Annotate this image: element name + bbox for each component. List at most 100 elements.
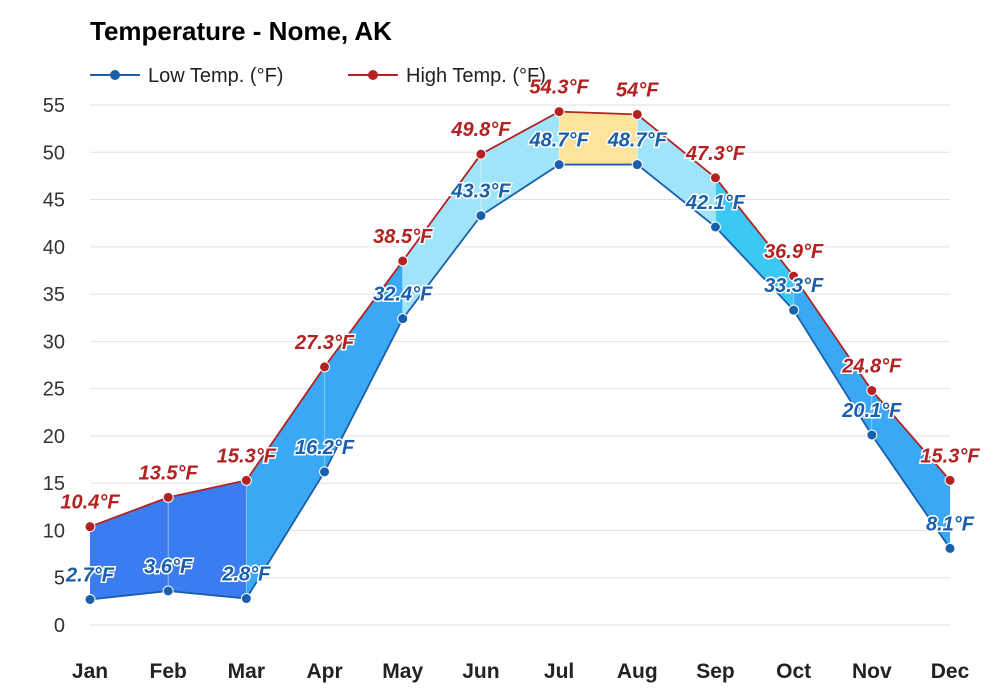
y-tick-label: 50 (43, 142, 65, 164)
x-tick-label: Feb (150, 660, 187, 683)
temperature-band (324, 261, 403, 472)
series-lines (89, 110, 951, 601)
high-temp-label: 36.9°F (764, 241, 824, 263)
temperature-band (559, 111, 638, 165)
high-temp-point[interactable] (240, 474, 252, 486)
y-axis: 0 5 10 15 20 25 30 35 40 45 50 55 (43, 95, 65, 637)
y-tick-label: 40 (43, 237, 65, 259)
low-temp-label: 8.1°F (926, 513, 975, 535)
y-tick-label: 15 (43, 473, 65, 495)
low-temp-point[interactable] (944, 542, 956, 554)
low-temp-point[interactable] (162, 585, 174, 597)
low-temp-point[interactable] (319, 466, 331, 478)
low-temp-label: 48.7°F (607, 130, 668, 152)
high-temp-label: 38.5°F (373, 226, 433, 248)
y-tick-label: 55 (43, 95, 65, 117)
temperature-band (90, 497, 169, 600)
high-temp-label: 13.5°F (139, 462, 199, 484)
low-temp-label: 48.7°F (529, 130, 590, 152)
y-tick-label: 45 (43, 190, 65, 212)
x-tick-label: Jun (462, 660, 499, 683)
x-tick-label: Dec (931, 660, 970, 683)
legend-low-marker (110, 70, 120, 80)
legend: Low Temp. (°F) High Temp. (°F) (90, 65, 546, 87)
high-temp-point[interactable] (553, 106, 565, 118)
temperature-band (793, 276, 872, 435)
low-temp-label: 2.8°F (221, 564, 271, 586)
low-temp-label: 33.3°F (764, 275, 824, 297)
y-tick-label: 0 (54, 615, 65, 637)
temperature-band (402, 154, 481, 319)
high-temp-label: 10.4°F (60, 492, 120, 514)
legend-low-label: Low Temp. (°F) (148, 65, 283, 87)
high-temp-point[interactable] (319, 361, 331, 373)
y-tick-label: 10 (43, 520, 65, 542)
high-temp-label: 27.3°F (294, 332, 355, 354)
y-tick-label: 30 (43, 331, 65, 353)
high-temp-point[interactable] (788, 270, 800, 282)
low-temp-label: 3.6°F (144, 556, 193, 578)
x-tick-label: May (382, 660, 423, 683)
low-temp-point[interactable] (475, 210, 487, 222)
x-tick-label: Aug (617, 660, 658, 683)
low-temp-point[interactable] (709, 221, 721, 233)
x-tick-label: Mar (228, 660, 265, 683)
high-temp-label: 54°F (616, 79, 659, 101)
temperature-bands (90, 111, 950, 600)
high-temp-point[interactable] (944, 474, 956, 486)
high-temp-point[interactable] (709, 172, 721, 184)
low-temp-point[interactable] (631, 159, 643, 171)
low-temp-label: 32.4°F (373, 284, 433, 306)
legend-item-low[interactable]: Low Temp. (°F) (90, 65, 283, 87)
low-temp-label: 16.2°F (295, 437, 355, 459)
legend-item-high[interactable]: High Temp. (°F) (348, 65, 546, 87)
x-tick-label: Oct (776, 660, 811, 683)
low-temp-point[interactable] (866, 429, 878, 441)
temperature-band (168, 480, 247, 599)
data-labels: 2.7°F 3.6°F 2.8°F 16.2°F 32.4°F 43.3°F 48.7°F 4… (59, 75, 982, 588)
high-temp-label: 49.8°F (450, 119, 511, 141)
high-temp-line (89, 110, 951, 528)
y-tick-label: 20 (43, 426, 65, 448)
x-tick-label: Nov (852, 660, 892, 683)
low-temp-point[interactable] (84, 593, 96, 605)
high-temp-label: 54.3°F (530, 77, 590, 99)
temperature-band (480, 111, 560, 216)
x-tick-label: Jan (72, 660, 108, 683)
low-temp-line (89, 163, 951, 601)
legend-high-label: High Temp. (°F) (406, 65, 546, 87)
temperature-band (637, 114, 716, 227)
high-temp-label: 15.3°F (920, 445, 980, 467)
y-tick-label: 25 (43, 379, 65, 401)
legend-high-marker (368, 70, 378, 80)
temperature-band (871, 390, 950, 549)
high-temp-point[interactable] (397, 255, 409, 267)
x-tick-label: Apr (306, 660, 342, 683)
temperature-band (246, 366, 325, 599)
low-temp-label: 20.1°F (841, 400, 902, 422)
y-tick-label: 5 (54, 568, 65, 590)
high-temp-label: 15.3°F (217, 445, 277, 467)
low-temp-label: 43.3°F (450, 181, 511, 203)
low-temp-point[interactable] (240, 593, 252, 605)
low-temp-label: 42.1°F (685, 192, 746, 214)
low-temp-point[interactable] (788, 304, 800, 316)
chart-title: Temperature - Nome, AK (90, 16, 392, 46)
high-temp-point[interactable] (631, 108, 643, 120)
low-temp-point[interactable] (397, 313, 409, 325)
high-temp-point[interactable] (162, 491, 174, 503)
temperature-band (715, 177, 794, 311)
y-tick-label: 35 (43, 284, 65, 306)
low-temp-point[interactable] (553, 159, 565, 171)
high-temp-point[interactable] (475, 148, 487, 160)
low-temp-label: 2.7°F (65, 564, 115, 586)
high-temp-label: 24.8°F (841, 356, 902, 378)
data-points (84, 106, 956, 605)
x-axis: Jan Feb Mar Apr May Jun Jul Aug Sep Oct Nov Dec (72, 660, 970, 683)
x-tick-label: Jul (544, 660, 574, 683)
high-temp-point[interactable] (866, 385, 878, 397)
high-temp-point[interactable] (84, 521, 96, 533)
x-tick-label: Sep (696, 660, 735, 683)
high-temp-label: 47.3°F (685, 143, 746, 165)
